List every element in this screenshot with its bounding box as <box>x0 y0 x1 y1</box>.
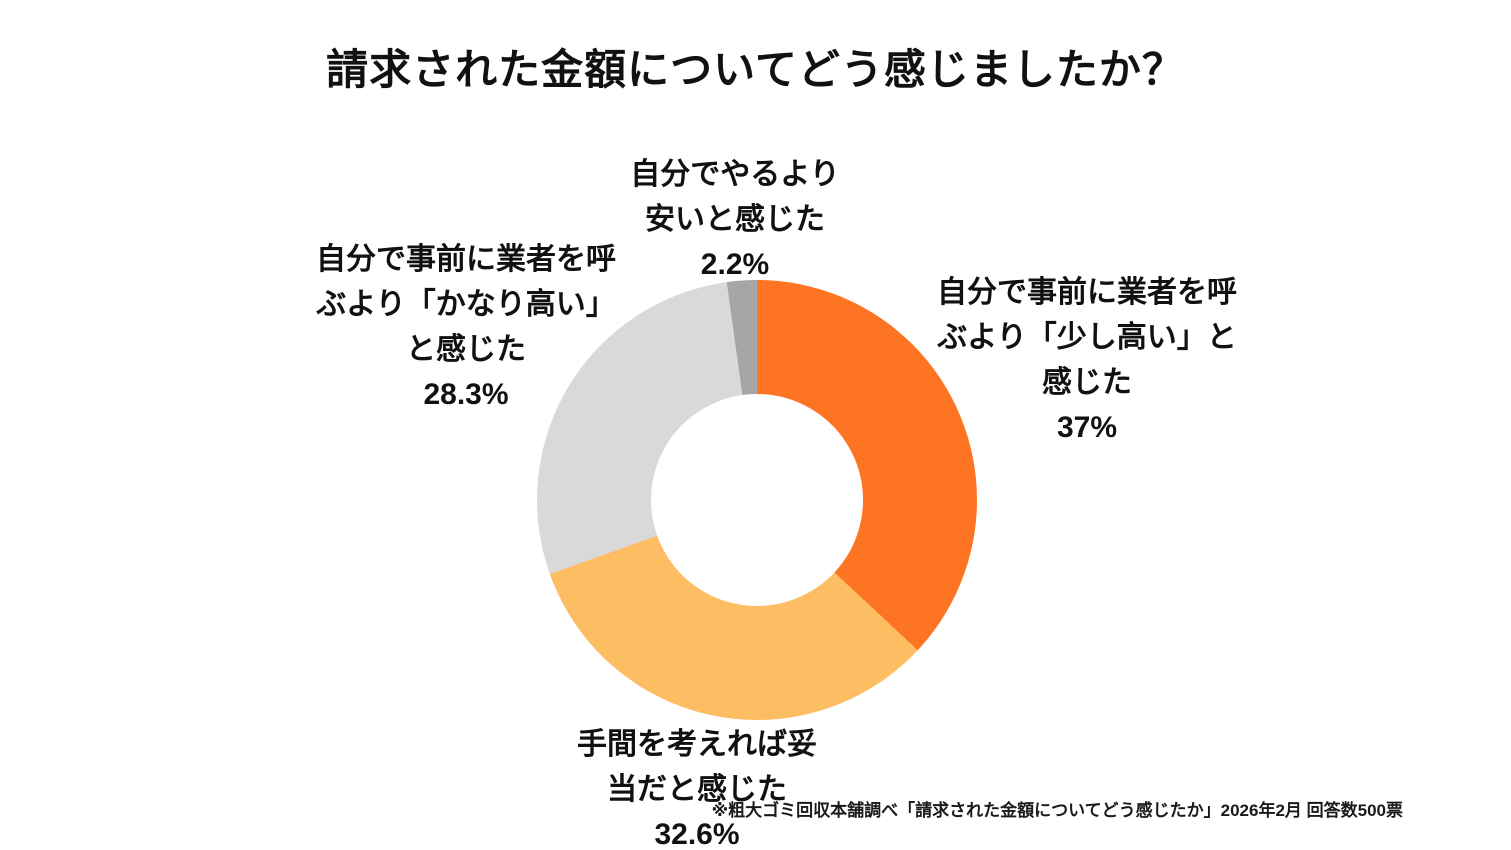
segment-label-slightly-expensive: 自分で事前に業者を呼 ぶより「少し高い」と 感じた 37% <box>937 276 1237 444</box>
source-note: ※粗大ゴミ回収本舗調べ「請求された金額についてどう感じたか」2026年2月 回答… <box>711 801 1403 820</box>
chart-title: 請求された金額についてどう感じましたか？ <box>326 46 1185 93</box>
donut-hole <box>651 394 863 606</box>
segment-label-reasonable: 手間を考えれば妥 当だと感じた 32.6% <box>577 728 817 850</box>
segment-label-much-more-expensive: 自分で事前に業者を呼 ぶより「かなり高い」 と感じた 28.3% <box>316 243 616 411</box>
segment-label-cheaper-than-diy: 自分でやるより 安いと感じた 2.2% <box>630 158 840 281</box>
